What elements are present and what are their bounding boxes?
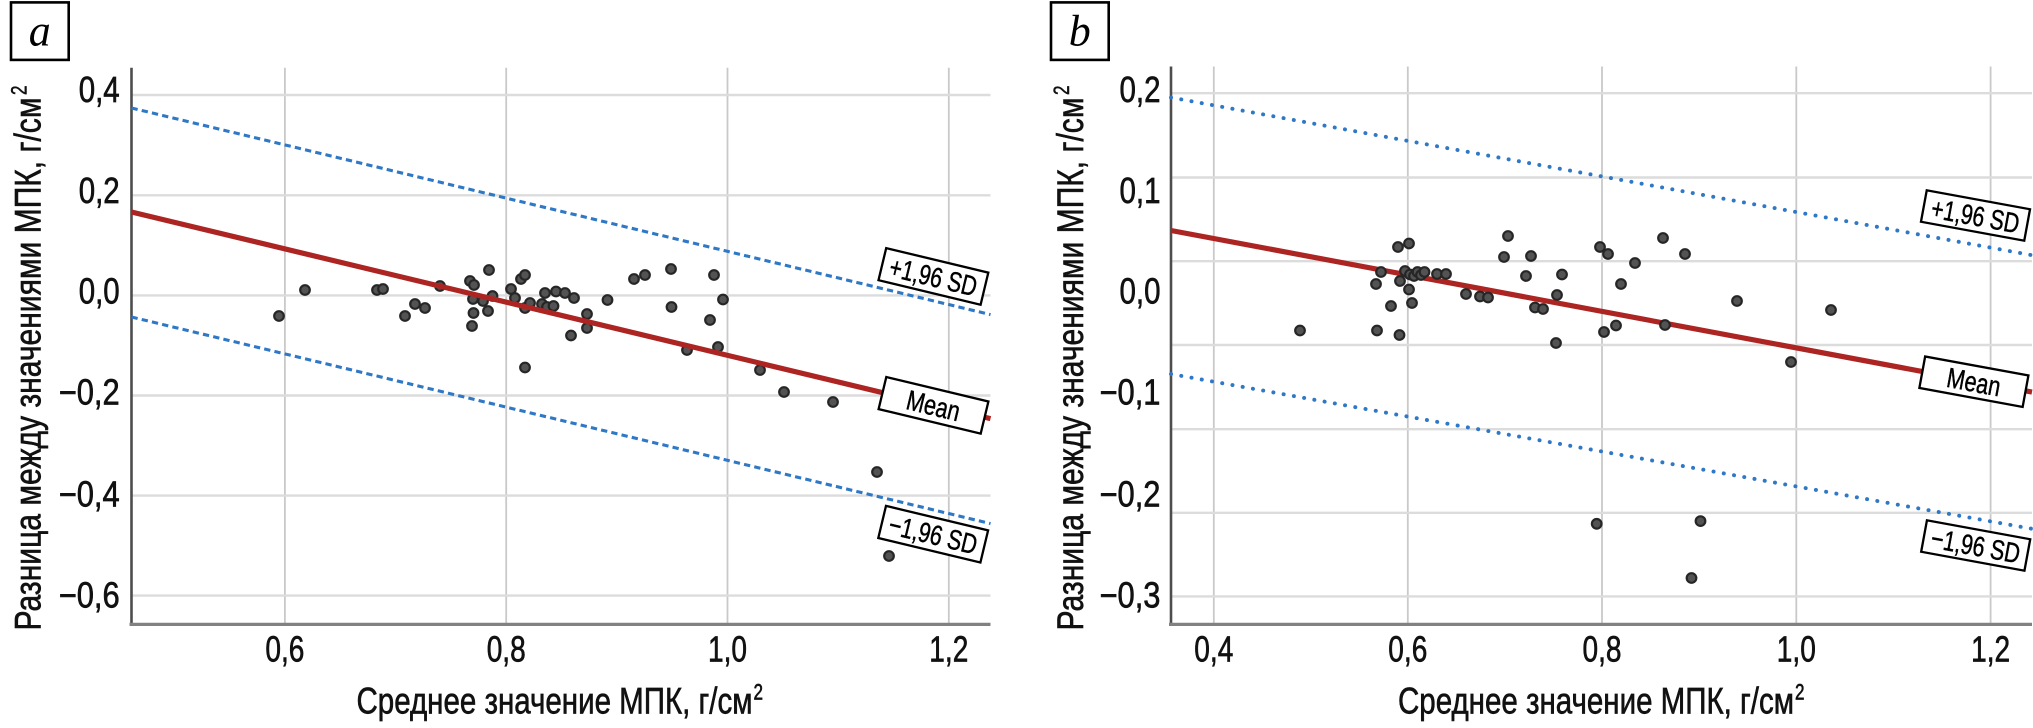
- svg-text:0,1: 0,1: [1120, 170, 1161, 211]
- svg-text:a: a: [29, 6, 51, 55]
- svg-text:Среднее значение МПК, г/см: Среднее значение МПК, г/см: [357, 681, 753, 722]
- svg-text:0,8: 0,8: [487, 629, 526, 670]
- svg-text:0,0: 0,0: [1120, 271, 1161, 312]
- svg-text:1,2: 1,2: [1971, 629, 2010, 670]
- svg-text:2: 2: [754, 680, 764, 705]
- svg-text:Среднее значение МПК, г/см: Среднее значение МПК, г/см: [1398, 681, 1794, 722]
- svg-text:−0,3: −0,3: [1100, 575, 1161, 616]
- svg-text:0,6: 0,6: [1388, 629, 1427, 670]
- svg-text:0,2: 0,2: [1120, 69, 1161, 110]
- svg-text:−0,6: −0,6: [59, 575, 120, 616]
- svg-text:b: b: [1069, 6, 1091, 55]
- svg-text:0,4: 0,4: [79, 69, 120, 110]
- svg-text:1,2: 1,2: [929, 629, 968, 670]
- svg-text:0,6: 0,6: [265, 629, 304, 670]
- svg-text:0,0: 0,0: [79, 271, 120, 312]
- svg-text:1,0: 1,0: [708, 629, 747, 670]
- svg-text:0,2: 0,2: [79, 170, 120, 211]
- svg-text:0,4: 0,4: [1194, 629, 1233, 670]
- svg-text:−0,2: −0,2: [59, 371, 120, 412]
- svg-text:2: 2: [7, 86, 32, 96]
- svg-text:Разница между значениями МПК,: Разница между значениями МПК, г/см: [8, 98, 49, 631]
- svg-text:−0,1: −0,1: [1100, 371, 1161, 412]
- svg-text:2: 2: [1795, 680, 1805, 705]
- svg-text:−0,2: −0,2: [1100, 474, 1161, 515]
- svg-text:1,0: 1,0: [1777, 629, 1816, 670]
- svg-text:Разница между значениями МПК,: Разница между значениями МПК, г/см: [1050, 98, 1091, 631]
- svg-text:−0,4: −0,4: [59, 474, 120, 515]
- svg-text:0,8: 0,8: [1583, 629, 1622, 670]
- svg-text:2: 2: [1049, 86, 1074, 96]
